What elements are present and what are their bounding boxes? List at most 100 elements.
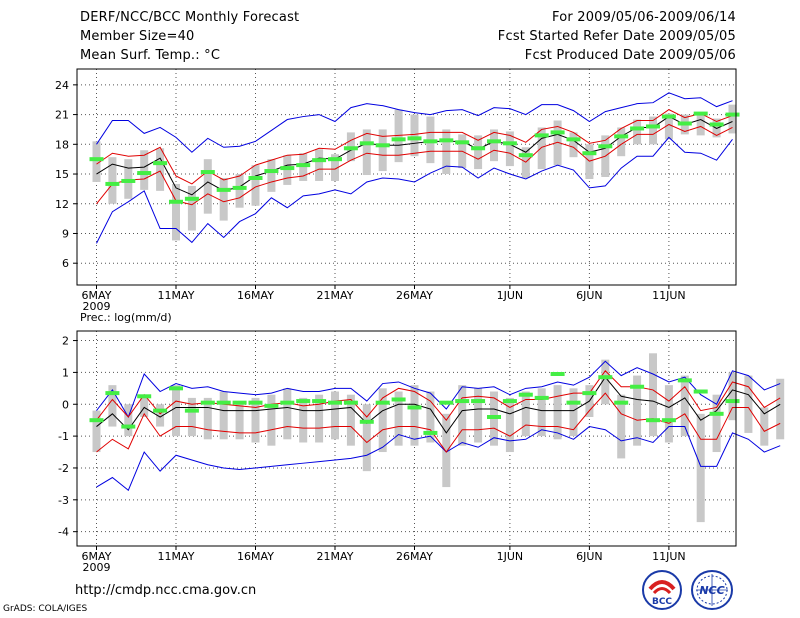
ensemble-box: [601, 359, 610, 405]
observed-marker: [725, 112, 740, 117]
y-tick-label: 0: [62, 398, 69, 411]
ensemble-box: [378, 388, 387, 453]
upper-std-line: [96, 370, 781, 422]
ensemble-max-line: [96, 360, 781, 419]
ensemble-box: [235, 174, 244, 208]
ensemble-mean-line: [96, 376, 781, 434]
ensemble-box: [617, 394, 626, 459]
ensemble-box: [92, 410, 101, 453]
observed-marker: [598, 375, 613, 380]
precipitation-variable-label: Prec.: log(mm/d): [80, 311, 172, 324]
ensemble-box: [124, 404, 133, 437]
software-credit: GrADS: COLA/IGES: [3, 604, 88, 614]
ensemble-box: [140, 394, 149, 417]
x-tick-label: 6MAY: [82, 289, 112, 302]
observed-marker: [471, 146, 486, 151]
chart-panel-temp: 6 9 12 15 18 21 24 6MAY 11MAY 16MAY 21MAY 26MAY 1JUN…: [55, 68, 740, 313]
ensemble-box: [267, 394, 276, 446]
ensemble-box: [235, 401, 244, 440]
y-tick-label: 21: [55, 109, 69, 122]
observed-marker: [359, 419, 374, 424]
observed-marker: [534, 133, 549, 138]
observed-marker: [375, 400, 390, 405]
observed-marker: [661, 418, 676, 423]
observed-marker: [709, 411, 724, 416]
website-url[interactable]: http://cmdp.ncc.cma.gov.cn: [75, 583, 257, 598]
observed-marker: [232, 185, 247, 190]
observed-marker: [630, 126, 645, 131]
observed-marker: [439, 400, 454, 405]
observed-marker: [200, 400, 215, 405]
chart-title: DERF/NCC/BCC Monthly Forecast: [80, 10, 300, 25]
observed-marker: [566, 400, 581, 405]
ensemble-box: [187, 185, 196, 231]
x-tick-label: 6JUN: [576, 289, 603, 302]
observed-marker: [280, 166, 295, 171]
ensemble-box: [664, 385, 673, 443]
ensemble-box: [251, 397, 260, 443]
observed-marker: [693, 111, 708, 116]
temperature-variable-label: Mean Surf. Temp.: °C: [80, 48, 221, 63]
observed-marker: [184, 408, 199, 413]
ensemble-box: [108, 157, 117, 204]
observed-marker: [89, 418, 104, 423]
ensemble-box: [219, 391, 228, 440]
observed-marker: [137, 171, 152, 176]
ensemble-box: [760, 407, 769, 446]
observed-marker: [328, 400, 342, 405]
ensemble-box: [172, 385, 180, 437]
y-tick-label: 12: [55, 198, 69, 211]
ensemble-box: [569, 132, 578, 158]
x-tick-label: 1JUN: [497, 289, 524, 302]
ensemble-box: [426, 391, 435, 443]
ensemble-box: [315, 394, 324, 443]
observed-marker: [582, 391, 597, 396]
y-tick-label: 2: [62, 335, 69, 348]
y-tick-label: -1: [58, 430, 69, 443]
ensemble-box: [156, 404, 165, 427]
plot-frame: [76, 68, 737, 286]
member-size-label: Member Size=40: [80, 29, 195, 44]
observed-marker: [248, 175, 263, 180]
observed-marker: [248, 400, 263, 405]
x-tick-label: 11MAY: [158, 550, 195, 563]
observed-marker: [423, 430, 438, 435]
year-label: 2009: [83, 300, 111, 313]
observed-marker: [677, 121, 692, 126]
observed-marker: [534, 395, 549, 400]
forecast-period-label: For 2009/05/06-2009/06/14: [552, 10, 736, 25]
ensemble-box: [378, 129, 387, 172]
observed-marker: [407, 136, 422, 141]
x-tick-label: 11MAY: [158, 289, 195, 302]
ensemble-box: [331, 154, 339, 181]
x-tick-label: 6MAY: [82, 550, 112, 563]
ensemble-box: [537, 388, 546, 437]
y-tick-label: 1: [62, 366, 69, 379]
ensemble-box: [728, 104, 737, 134]
observed-marker: [518, 153, 533, 158]
ensemble-box: [283, 388, 292, 440]
bcc-logo: BCC: [642, 570, 682, 610]
ensemble-box: [108, 385, 117, 427]
observed-marker: [343, 400, 358, 405]
ensemble-min-line: [96, 426, 781, 492]
ensemble-box: [442, 413, 451, 488]
ncc-logo: NCC: [691, 570, 733, 610]
observed-marker: [550, 130, 565, 135]
observed-marker: [693, 389, 708, 394]
ensemble-box: [680, 375, 689, 437]
x-tick-label: 26MAY: [396, 289, 433, 302]
observed-marker: [502, 141, 517, 146]
ensemble-box: [251, 165, 260, 206]
observed-marker: [216, 187, 231, 192]
forecast-produced-label: Fcst Produced Date 2009/05/06: [524, 48, 736, 63]
x-tick-label: 16MAY: [237, 289, 274, 302]
ensemble-box: [172, 183, 180, 241]
ncc-logo-text: NCC: [699, 584, 724, 597]
ensemble-box: [537, 127, 546, 170]
ensemble-box: [505, 397, 514, 453]
ensemble-box: [346, 394, 355, 446]
observed-marker: [487, 139, 501, 144]
observed-marker: [566, 137, 581, 142]
